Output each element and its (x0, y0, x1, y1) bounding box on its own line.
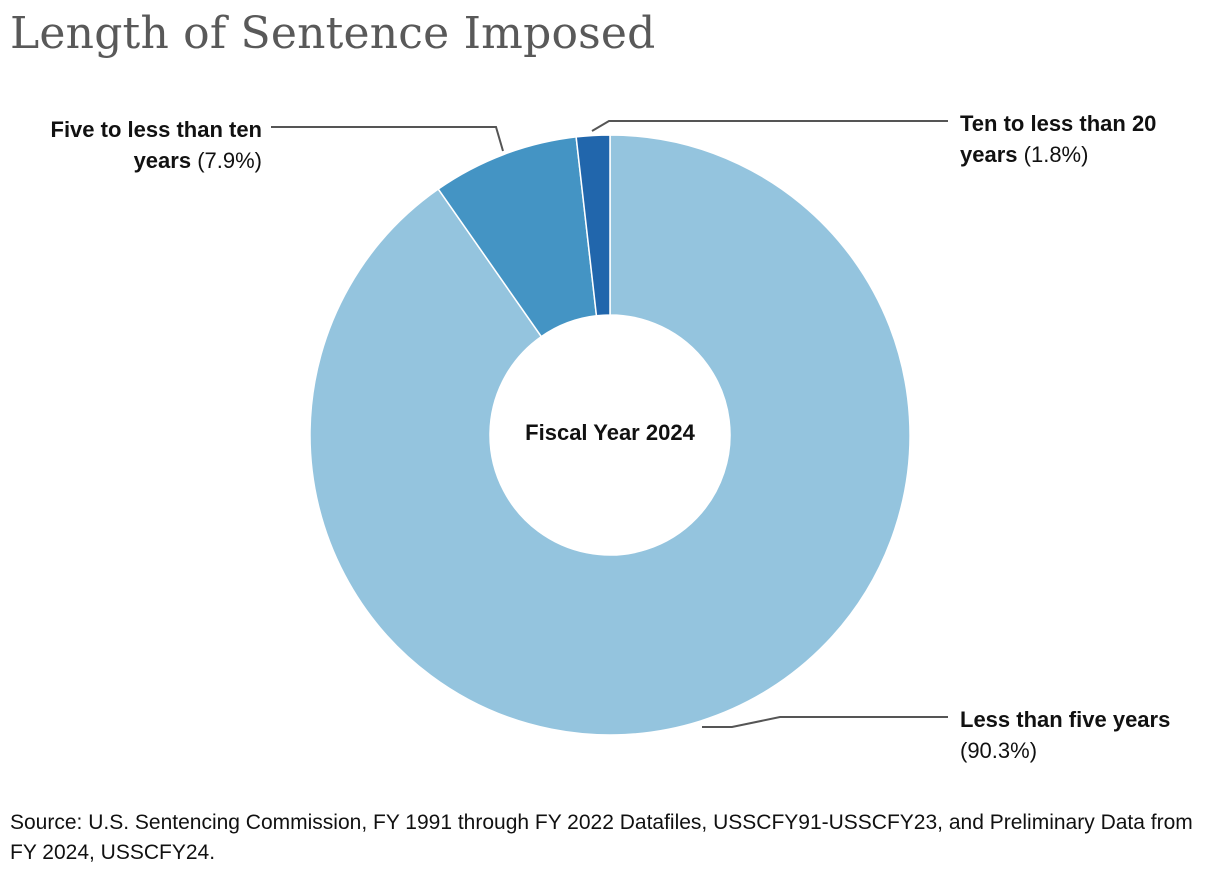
slice-label-name-cont: years (133, 148, 192, 173)
donut-slices (309, 134, 911, 736)
slice-label-name-cont: years (960, 142, 1018, 167)
leader-line-ten-to-twenty (591, 120, 948, 132)
donut-slice-less-than-five-years (309, 134, 911, 736)
leader-lines (271, 120, 948, 728)
slice-label-percent: (7.9%) (197, 148, 262, 173)
source-note: Source: U.S. Sentencing Commission, FY 1… (10, 811, 1193, 864)
slice-label-name: Less than five years (960, 707, 1171, 732)
slice-label-name: Five to less than ten (50, 117, 263, 142)
slice-label-percent: (90.3%) (960, 738, 1038, 763)
donut-center-label: Fiscal Year 2024 (525, 420, 695, 445)
slice-label-name: Ten to less than 20 (960, 111, 1157, 136)
leader-line-five-to-ten (271, 126, 504, 152)
slice-label-percent: (1.8%) (1023, 142, 1089, 167)
slice-label-less-than-five: Less than five years (90.3%) (960, 704, 1210, 766)
donut-slice-ten-to-less-than-20-years (575, 134, 611, 317)
slice-label-five-to-ten: Five to less than ten years (7.9%) (12, 114, 263, 176)
chart-title: Length of Sentence Imposed (10, 8, 656, 59)
leader-line-less-than-five (702, 716, 948, 728)
slice-label-ten-to-twenty: Ten to less than 20 years (1.8%) (960, 108, 1200, 170)
